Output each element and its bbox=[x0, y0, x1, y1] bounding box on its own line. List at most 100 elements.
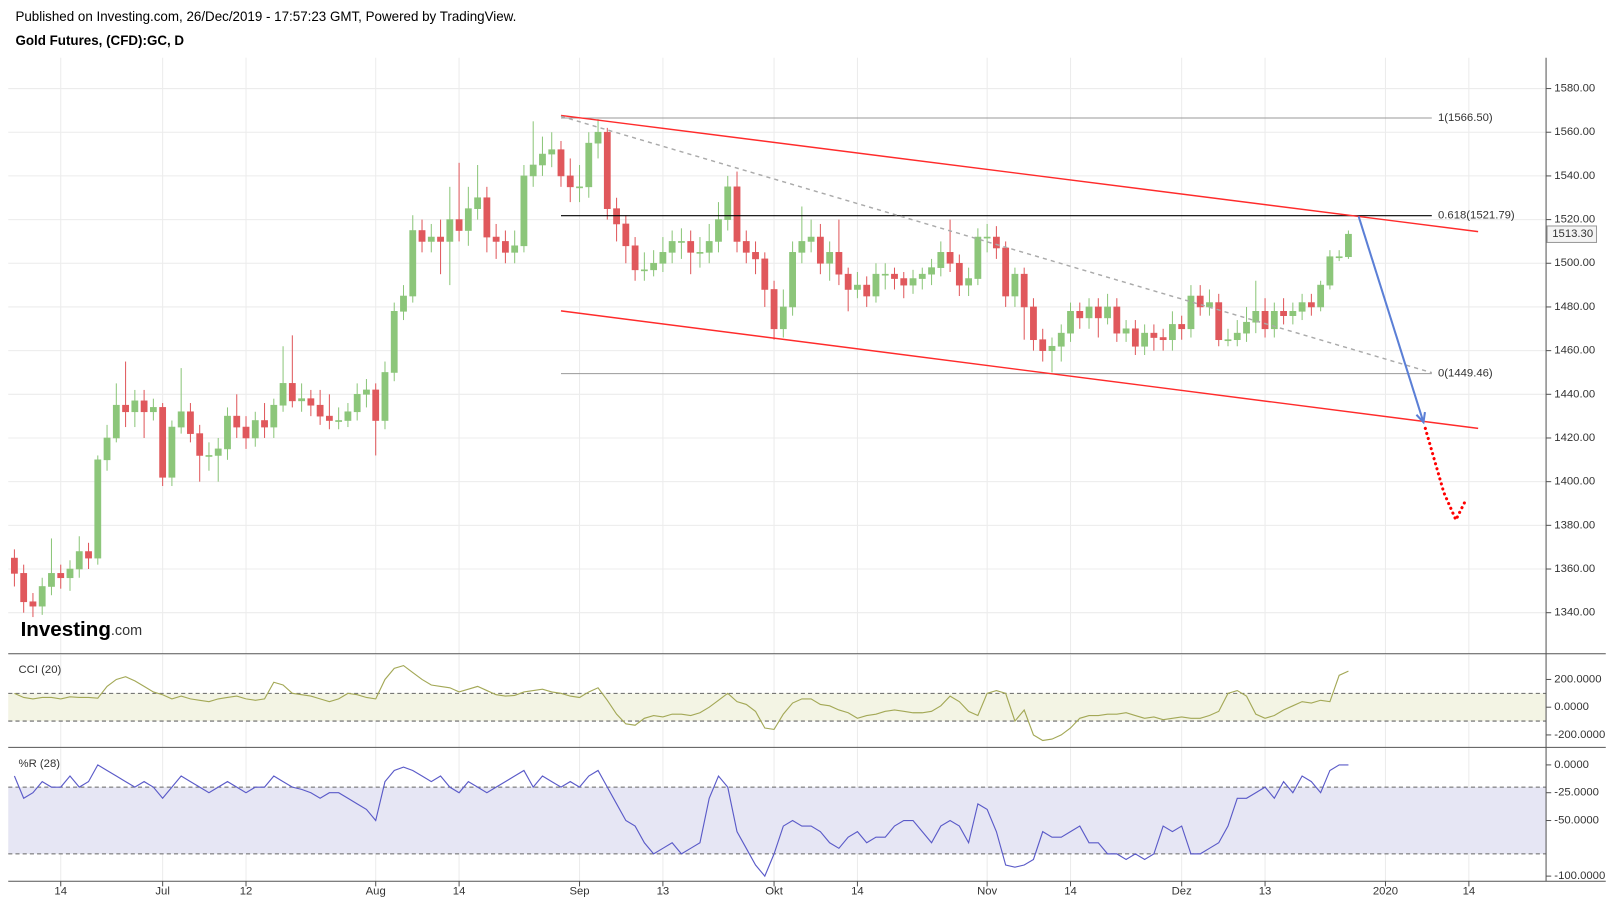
candle-body bbox=[548, 149, 556, 155]
candle-body bbox=[613, 208, 620, 225]
candle-body bbox=[140, 400, 148, 413]
candle-body bbox=[696, 252, 704, 254]
candle-body bbox=[529, 164, 537, 177]
candle-body bbox=[48, 573, 55, 587]
candle-body bbox=[437, 236, 444, 242]
candle-body bbox=[965, 278, 973, 286]
trend-line bbox=[560, 115, 1433, 374]
y-tick-label: 1520.00 bbox=[1554, 214, 1595, 226]
candle-body bbox=[1141, 332, 1149, 347]
candle-body bbox=[94, 459, 102, 559]
logo-suffix: .com bbox=[111, 623, 142, 639]
x-tick-label: Okt bbox=[765, 886, 783, 898]
candle-body bbox=[20, 573, 28, 603]
candle-body bbox=[705, 241, 713, 253]
candle-body bbox=[187, 411, 194, 434]
candle-body bbox=[38, 586, 46, 607]
x-tick-label: Sep bbox=[569, 886, 589, 898]
logo-brand: Investing bbox=[21, 619, 111, 642]
y-tick-label: 1480.00 bbox=[1554, 301, 1595, 313]
candle-body bbox=[177, 411, 185, 428]
candle-body bbox=[946, 252, 954, 264]
candle-body bbox=[427, 236, 435, 242]
trend-line bbox=[560, 310, 1479, 430]
candle-body bbox=[168, 426, 176, 478]
candle-body bbox=[112, 404, 120, 439]
candle-body bbox=[826, 252, 834, 264]
candle-body bbox=[631, 245, 639, 271]
candle-body bbox=[288, 383, 296, 402]
candle-body bbox=[1020, 273, 1028, 308]
candle-body bbox=[1011, 273, 1019, 297]
candle-body bbox=[1233, 332, 1241, 341]
candle-body bbox=[492, 236, 500, 242]
candle-body bbox=[1298, 302, 1306, 312]
candle-body bbox=[659, 252, 667, 264]
candle-body bbox=[650, 262, 658, 271]
candle-body bbox=[261, 420, 268, 428]
candle-body bbox=[974, 236, 982, 279]
candle-body bbox=[779, 306, 787, 330]
candle-body bbox=[131, 400, 139, 413]
candle-body bbox=[594, 131, 602, 144]
candle-body bbox=[224, 415, 231, 450]
y-tick-label: 1400.00 bbox=[1554, 476, 1595, 488]
candle-body bbox=[502, 241, 509, 253]
indicator-line bbox=[13, 764, 1349, 878]
x-tick-label: 14 bbox=[453, 886, 466, 898]
candle-body bbox=[1215, 302, 1223, 341]
y-tick-label: 1380.00 bbox=[1554, 519, 1595, 531]
candle-body bbox=[715, 219, 722, 242]
candle-body bbox=[900, 278, 908, 286]
candle-body bbox=[11, 557, 18, 574]
candle-body bbox=[928, 267, 935, 275]
x-tick-label: Jul bbox=[155, 886, 169, 898]
candle-body bbox=[418, 230, 426, 242]
candle-body bbox=[733, 186, 741, 242]
candle-body bbox=[344, 411, 352, 421]
candle-body bbox=[1335, 256, 1343, 259]
candle-body bbox=[983, 236, 991, 239]
candle-body bbox=[159, 407, 167, 478]
candle-body bbox=[770, 289, 778, 330]
candle-body bbox=[363, 389, 370, 395]
candle-body bbox=[993, 236, 1000, 249]
trend-line bbox=[1357, 216, 1425, 423]
candle-body bbox=[1326, 256, 1334, 286]
candle-body bbox=[622, 223, 630, 247]
candle-body bbox=[1307, 302, 1315, 308]
candle-body bbox=[242, 426, 250, 439]
y-tick-label: 1440.00 bbox=[1554, 388, 1595, 400]
arrow-head bbox=[1415, 411, 1426, 425]
candle-body bbox=[325, 415, 333, 421]
candle-body bbox=[511, 245, 519, 253]
published-note: Published on Investing.com, 26/Dec/2019 … bbox=[15, 9, 516, 24]
y-tick-label: -100.0000 bbox=[1554, 870, 1605, 882]
candle-body bbox=[724, 186, 732, 220]
candle-body bbox=[863, 284, 871, 297]
trend-line bbox=[560, 114, 1479, 233]
logo: Investing.com bbox=[21, 619, 143, 642]
candle-body bbox=[149, 407, 157, 413]
candle-body bbox=[1002, 247, 1010, 297]
x-tick-label: Aug bbox=[366, 886, 386, 898]
candle-body bbox=[29, 601, 37, 607]
y-tick-label: -200.0000 bbox=[1554, 729, 1605, 741]
candle-body bbox=[85, 551, 92, 559]
candle-body bbox=[446, 219, 454, 242]
candle-body bbox=[1261, 311, 1269, 330]
candle-body bbox=[1187, 295, 1195, 330]
x-tick-label: 12 bbox=[240, 886, 253, 898]
candle-body bbox=[233, 415, 241, 428]
candle-body bbox=[955, 262, 963, 286]
candle-body bbox=[353, 393, 361, 413]
fib-label: 0(1449.46) bbox=[1438, 368, 1493, 380]
candle-body bbox=[409, 230, 417, 297]
candle-body bbox=[455, 219, 463, 231]
y-tick-label: -25.0000 bbox=[1554, 787, 1599, 799]
candle-body bbox=[1280, 311, 1287, 316]
candle-body bbox=[742, 241, 750, 253]
indicator-band bbox=[8, 787, 1547, 854]
y-tick-label: 1580.00 bbox=[1554, 83, 1595, 95]
